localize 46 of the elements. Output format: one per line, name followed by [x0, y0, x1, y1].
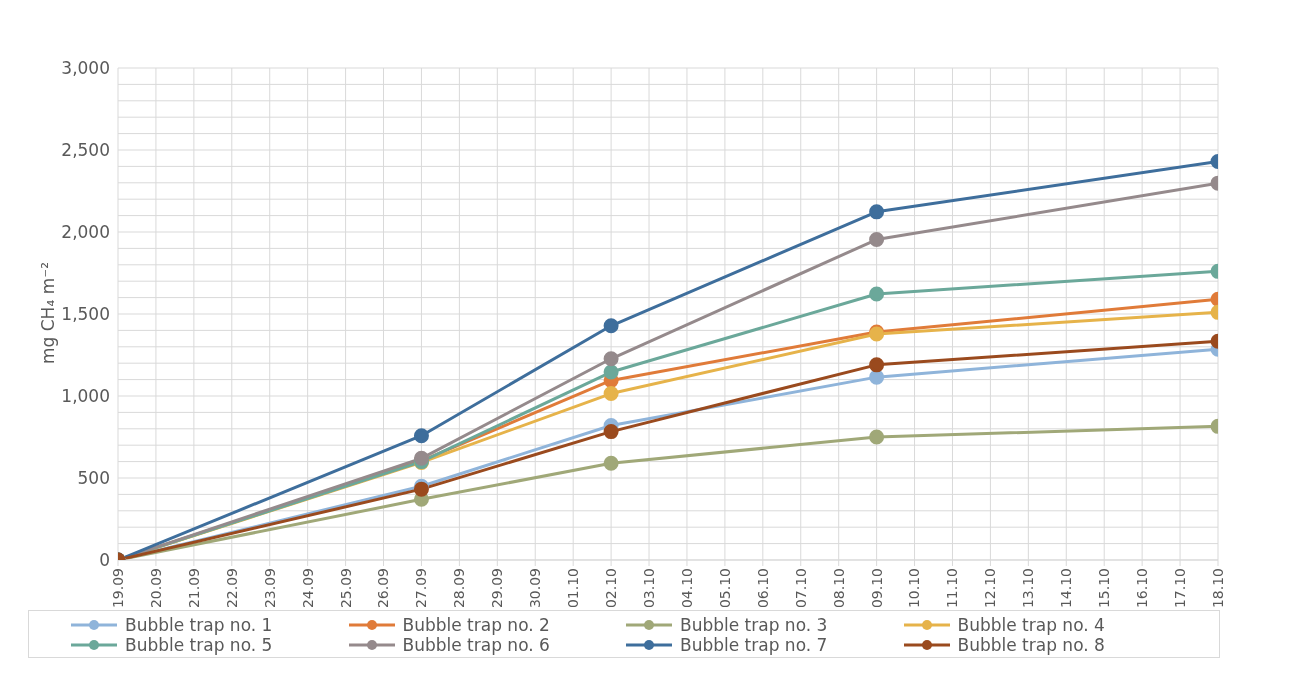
x-tick-label: 21.09 — [185, 568, 202, 609]
x-tick-label: 12.10 — [982, 568, 999, 609]
x-tick-label: 22.09 — [223, 568, 240, 609]
legend-label: Bubble trap no. 6 — [402, 635, 550, 655]
x-tick-label: 05.10 — [716, 568, 733, 609]
x-tick-label: 23.09 — [261, 568, 278, 609]
x-tick-label: 20.09 — [147, 568, 164, 609]
x-tick-label: 28.09 — [451, 568, 468, 609]
x-tick-label: 17.10 — [1172, 568, 1189, 609]
y-tick-label: 2,500 — [61, 140, 110, 161]
legend-label: Bubble trap no. 8 — [957, 635, 1105, 655]
legend-label: Bubble trap no. 7 — [680, 635, 828, 655]
x-tick-label: 13.10 — [1020, 568, 1037, 609]
y-tick-label: 1,000 — [61, 386, 110, 407]
x-tick-label: 26.09 — [375, 568, 392, 609]
y-tick-label: 2,000 — [61, 222, 110, 243]
x-tick-label: 16.10 — [1134, 568, 1151, 609]
x-tick-label: 24.09 — [299, 568, 316, 609]
x-tick-label: 25.09 — [337, 568, 354, 609]
x-tick-label: 30.09 — [527, 568, 544, 609]
y-tick-label: 1,500 — [61, 304, 110, 325]
legend-label: Bubble trap no. 3 — [680, 615, 828, 635]
x-tick-label: 03.10 — [640, 568, 657, 609]
legend-label: Bubble trap no. 2 — [402, 615, 550, 635]
x-tick-label: 19.09 — [109, 568, 126, 609]
y-tick-label: 0 — [99, 550, 110, 571]
x-tick-label: 10.10 — [906, 568, 923, 609]
x-tick-label: 14.10 — [1058, 568, 1075, 609]
x-tick-label: 07.10 — [792, 568, 809, 609]
x-tick-label: 11.10 — [944, 568, 961, 609]
x-tick-label: 02.10 — [603, 568, 620, 609]
y-tick-label: 3,000 — [61, 58, 110, 79]
y-tick-label: 500 — [77, 468, 110, 489]
x-tick-label: 09.10 — [868, 568, 885, 609]
x-tick-label: 27.09 — [413, 568, 430, 609]
x-tick-label: 01.10 — [565, 568, 582, 609]
legend-label: Bubble trap no. 5 — [125, 635, 273, 655]
x-tick-label: 15.10 — [1096, 568, 1113, 609]
y-axis-title: mg CH₄ m⁻² — [38, 262, 59, 364]
legend-label: Bubble trap no. 1 — [125, 615, 273, 635]
x-tick-label: 08.10 — [830, 568, 847, 609]
legend-label: Bubble trap no. 4 — [957, 615, 1105, 635]
x-tick-label: 04.10 — [678, 568, 695, 609]
x-tick-label: 29.09 — [489, 568, 506, 609]
x-tick-label: 18.10 — [1209, 568, 1226, 609]
x-tick-label: 06.10 — [754, 568, 771, 609]
